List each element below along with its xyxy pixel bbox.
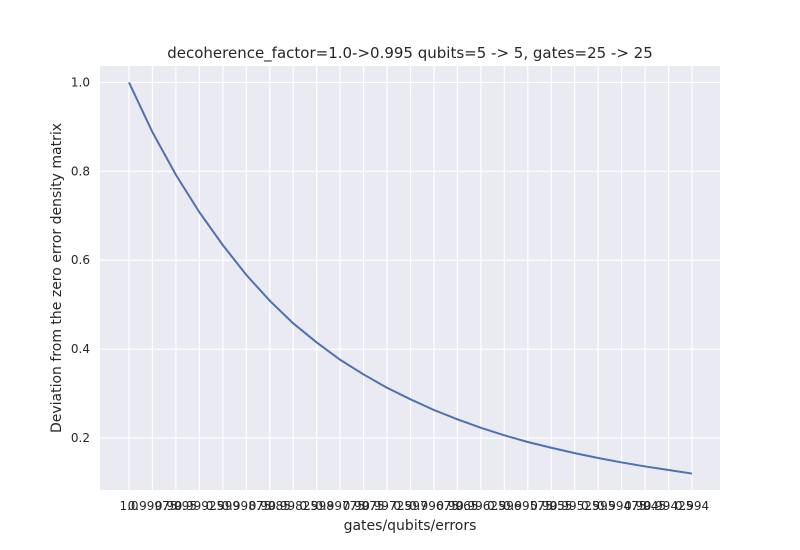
y-tick-label: 0.6: [71, 253, 90, 267]
x-tick-label: 0.995: [581, 499, 615, 513]
x-tick-label: 0.9945: [624, 499, 666, 513]
y-tick-label: 1.0: [71, 75, 90, 89]
x-tick-label: 0.9975: [343, 499, 385, 513]
x-tick-label: 0.996: [487, 499, 521, 513]
x-tick-label: 0.99575: [503, 499, 553, 513]
series-line: [128, 82, 693, 475]
x-tick-label: 1.0: [119, 499, 138, 513]
x-axis-label: gates/qubits/errors: [344, 518, 477, 534]
x-tick-label: 0.99475: [597, 499, 647, 513]
x-tick-label: 0.9995: [155, 499, 197, 513]
x-tick-label: 0.994: [675, 499, 709, 513]
x-tick-label: 0.99725: [362, 499, 412, 513]
y-tick-label: 0.2: [71, 431, 90, 445]
x-tick-label: 0.99775: [315, 499, 365, 513]
x-tick-label: 0.99975: [128, 499, 178, 513]
x-tick-label: 0.99525: [550, 499, 600, 513]
x-tick-label: 0.998: [299, 499, 333, 513]
x-tick-label: 0.9955: [530, 499, 572, 513]
x-tick-label: 0.99875: [221, 499, 271, 513]
grid: [100, 66, 720, 490]
chart-title: decoherence_factor=1.0->0.995 qubits=5 -…: [167, 44, 653, 63]
y-tick-label: 0.4: [71, 342, 90, 356]
y-tick-label: 0.8: [71, 164, 90, 178]
x-tick-label: 0.9985: [249, 499, 291, 513]
y-axis-label: Deviation from the zero error density ma…: [49, 123, 65, 433]
x-axis-ticks: 1.00.999750.99950.999250.9990.998750.998…: [119, 499, 709, 513]
x-tick-label: 0.99925: [175, 499, 225, 513]
x-tick-label: 0.99675: [409, 499, 459, 513]
y-axis-ticks: 0.2 0.4 0.6 0.8 1.0: [71, 75, 90, 445]
x-tick-label: 0.99825: [268, 499, 318, 513]
x-tick-label: 0.99625: [456, 499, 506, 513]
x-tick-label: 0.997: [393, 499, 427, 513]
x-tick-label: 0.9965: [436, 499, 478, 513]
x-tick-label: 0.999: [206, 499, 240, 513]
x-tick-label: 0.99425: [644, 499, 694, 513]
